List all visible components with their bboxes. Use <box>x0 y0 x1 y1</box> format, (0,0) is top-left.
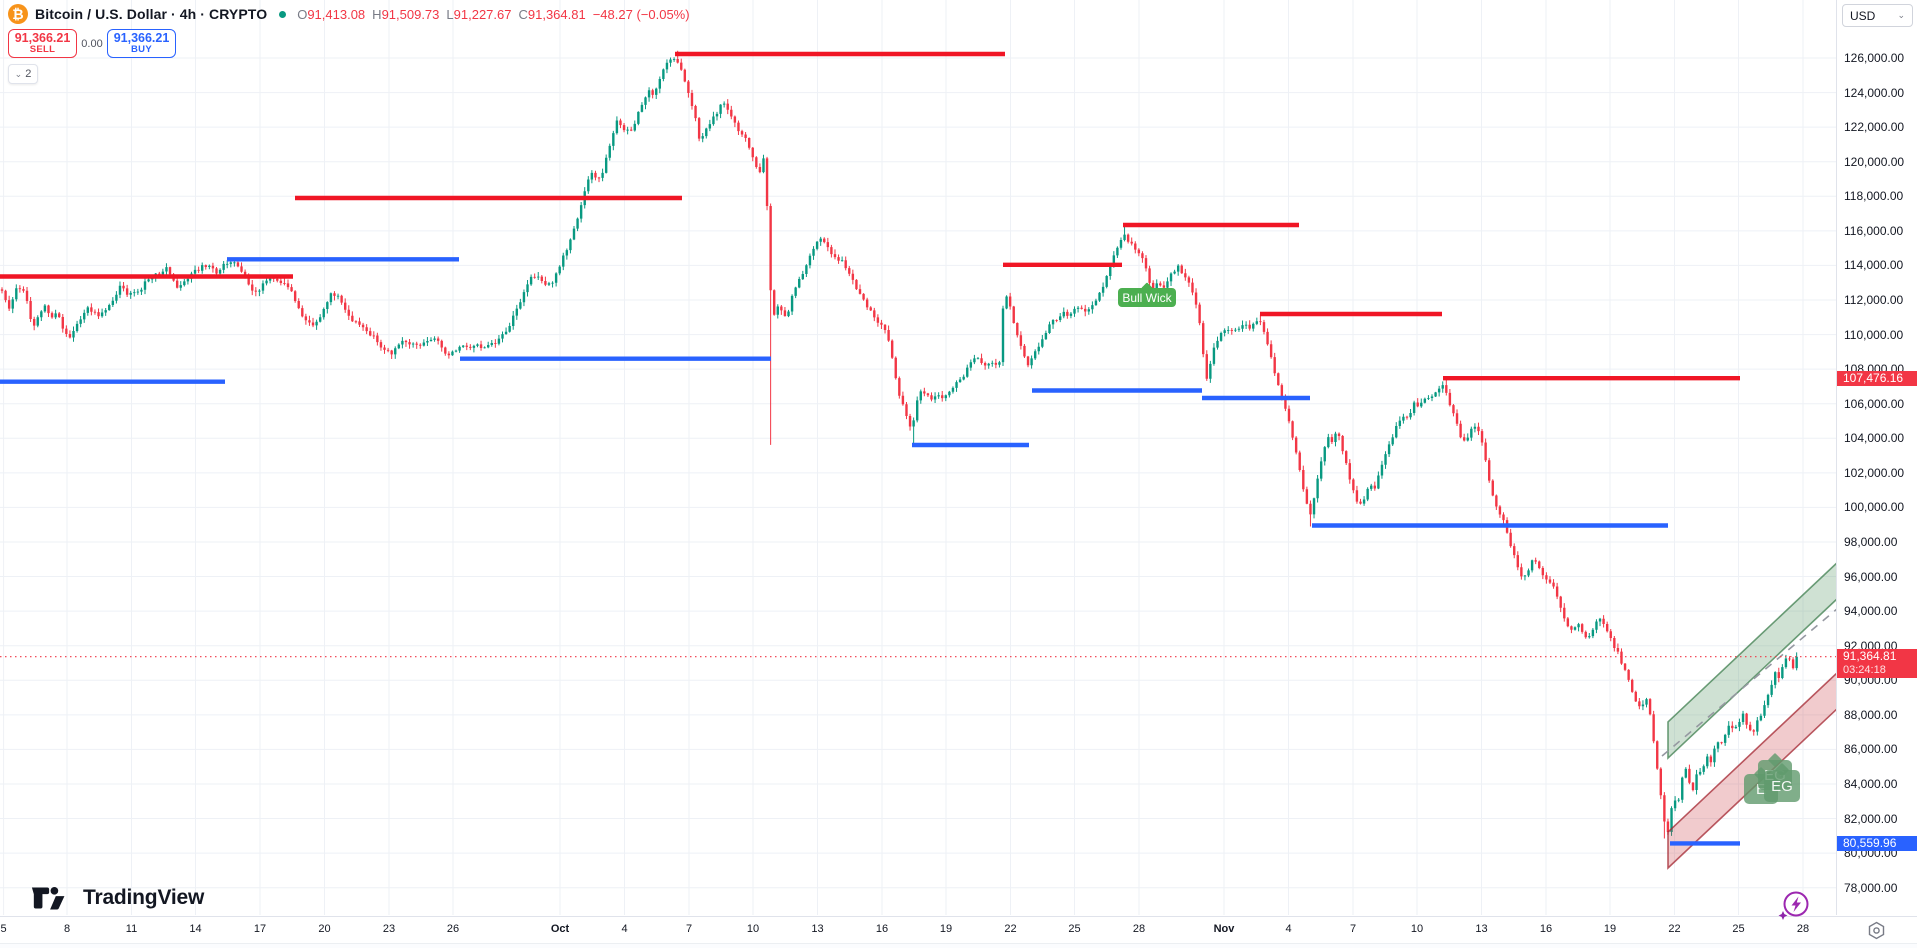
ohlc-values: O91,413.08 H91,509.73 L91,227.67 C91,364… <box>297 7 689 22</box>
sell-label: SELL <box>29 44 56 56</box>
price-tick-label: 118,000.00 <box>1844 189 1904 204</box>
time-tick-label: 7 <box>685 923 693 935</box>
price-tick-label: 120,000.00 <box>1844 154 1905 169</box>
bottom-divider <box>0 943 1917 948</box>
buy-button[interactable]: 91,366.21 BUY <box>107 29 176 58</box>
currency-dropdown[interactable]: USD ⌄ <box>1842 4 1913 27</box>
bitcoin-icon: ₿ <box>8 4 28 24</box>
chevron-down-icon: ⌄ <box>14 68 23 79</box>
time-tick-label: 28 <box>1132 923 1146 935</box>
time-tick-label: 8 <box>63 923 71 935</box>
symbol-title[interactable]: Bitcoin / U.S. Dollar · 4h · CRYPTO <box>35 6 268 22</box>
market-open-dot-icon <box>279 10 287 18</box>
ray-price-label: 107,476.16 <box>1837 370 1917 386</box>
price-tick-label: 78,000.00 <box>1844 880 1898 895</box>
eg-pattern-tag[interactable]: EG <box>1764 762 1800 802</box>
close-label: C <box>518 6 528 22</box>
price-tick-label: 116,000.00 <box>1844 223 1904 238</box>
price-tick-label: 88,000.00 <box>1844 707 1898 722</box>
price-tick-label: 96,000.00 <box>1844 569 1898 584</box>
time-tick-label: 23 <box>382 923 396 935</box>
time-tick-label: 14 <box>189 923 202 935</box>
price-change: −48.27 (−0.05%) <box>592 6 690 22</box>
time-tick-label: 4 <box>621 923 628 935</box>
price-tick-label: 102,000.00 <box>1844 465 1905 480</box>
time-tick-label: 17 <box>253 923 267 935</box>
price-axis[interactable]: USD ⌄ 126,000.00 124,000.00 122,000.00 120,… <box>1836 0 1917 915</box>
price-tick-label: 104,000.00 <box>1844 431 1905 446</box>
tradingview-logo[interactable]: TradingView <box>30 883 204 913</box>
price-tick-label: 124,000.00 <box>1844 85 1905 100</box>
price-tick-label: 100,000.00 <box>1844 500 1905 515</box>
chart-plot-area[interactable]: Bull WickEEGEG <box>0 0 1836 915</box>
buy-label: BUY <box>131 44 152 56</box>
buy-price: 91,366.21 <box>113 30 170 45</box>
time-tick-label: 13 <box>1475 923 1488 935</box>
boost-lightning-icon[interactable] <box>1774 888 1814 924</box>
bull-wick-label[interactable]: Bull Wick <box>1118 282 1176 307</box>
time-tick-label: 26 <box>446 923 460 935</box>
currency-value: USD <box>1850 8 1876 23</box>
tradingview-wordmark: TradingView <box>83 886 205 909</box>
price-tick-label: 122,000.00 <box>1844 120 1905 135</box>
time-tick-label: 7 <box>1349 923 1357 935</box>
sell-button[interactable]: 91,366.21 SELL <box>8 29 77 58</box>
time-tick-label: 13 <box>811 923 824 935</box>
time-tick-label: 16 <box>875 923 889 935</box>
price-tick-label: 98,000.00 <box>1844 534 1898 549</box>
time-tick-label: 16 <box>1539 923 1553 935</box>
tradingview-mark-icon <box>31 887 65 910</box>
price-tick-label: 82,000.00 <box>1844 811 1898 826</box>
close-value: 91,364.81 <box>527 6 586 22</box>
price-tick-label: 114,000.00 <box>1844 258 1904 273</box>
time-tick-label: 22 <box>1668 923 1681 935</box>
price-tick-label: 84,000.00 <box>1844 776 1898 791</box>
price-tick-label: 112,000.00 <box>1844 292 1904 307</box>
current-price-label: 91,364.81 03:24:18 <box>1837 648 1917 678</box>
drawings-collapse-button[interactable]: ⌄ 2 <box>8 64 38 84</box>
time-tick-label: Nov <box>1213 923 1235 935</box>
chevron-down-icon: ⌄ <box>1897 10 1905 20</box>
high-value: 91,509.73 <box>381 6 440 22</box>
price-tick-label: 110,000.00 <box>1844 327 1904 342</box>
time-tick-label: 25 <box>1732 923 1745 935</box>
time-tick-label: 11 <box>125 923 138 935</box>
high-label: H <box>372 6 382 22</box>
time-tick-label: 10 <box>746 923 760 935</box>
sell-price: 91,366.21 <box>14 30 71 45</box>
spread-value: 0.00 <box>77 37 107 50</box>
token-hexagon-icon[interactable] <box>1867 921 1886 940</box>
open-value: 91,413.08 <box>307 6 366 22</box>
time-tick-label: 19 <box>1603 923 1617 935</box>
time-axis[interactable]: 5 8 11 14 17 20 23 26 Oct 4 7 10 13 16 19 22 25 28 Nov 4 7 10… <box>0 916 1917 943</box>
time-tick-label: 25 <box>1068 923 1081 935</box>
time-tick-label: 10 <box>1410 923 1424 935</box>
price-tick-label: 106,000.00 <box>1844 396 1905 411</box>
low-label: L <box>446 6 454 22</box>
time-tick-label: 28 <box>1796 923 1810 935</box>
chart-legend: ₿ Bitcoin / U.S. Dollar · 4h · CRYPTO O9… <box>8 3 690 84</box>
price-tick-label: 94,000.00 <box>1844 604 1898 619</box>
time-tick-label: 20 <box>318 923 331 935</box>
time-tick-label: 4 <box>1285 923 1292 935</box>
low-value: 91,227.67 <box>453 6 512 22</box>
time-tick-label: 19 <box>939 923 953 935</box>
price-tick-label: 86,000.00 <box>1844 742 1898 757</box>
time-tick-label: 22 <box>1004 923 1017 935</box>
price-tick-label: 126,000.00 <box>1844 51 1905 65</box>
time-tick-label: 5 <box>0 923 7 935</box>
time-tick-label: Oct <box>550 923 570 935</box>
open-label: O <box>297 6 308 22</box>
ray-price-label: 80,559.96 <box>1837 835 1917 851</box>
drawings-count: 2 <box>25 68 32 80</box>
